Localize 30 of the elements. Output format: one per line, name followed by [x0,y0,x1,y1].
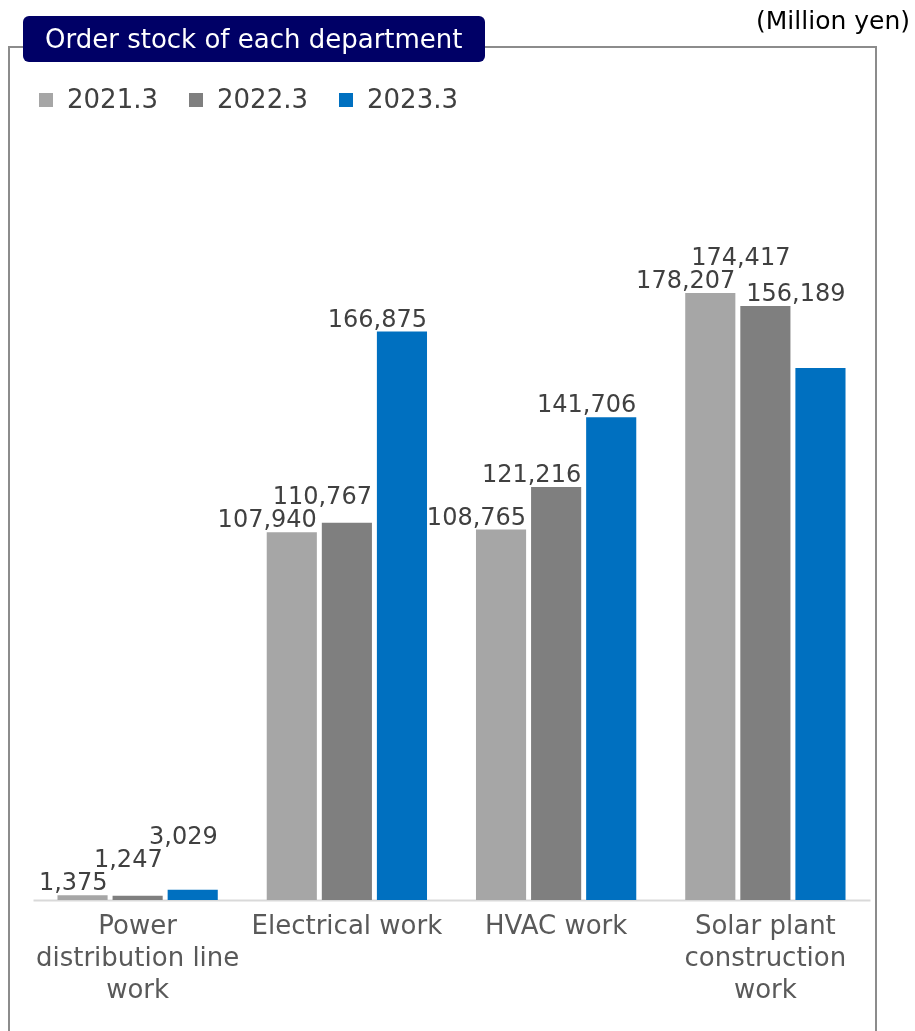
bar [321,522,372,900]
title-box: Order stock of each department [23,16,485,62]
x-tick-label: Electrical work [251,909,443,940]
bar [57,895,108,900]
legend-label: 2022.3 [217,84,308,114]
bar [475,529,527,900]
data-label: 1,375 [38,868,108,897]
data-label: 3,029 [149,821,218,850]
bar [586,417,637,900]
x-tick-label: Power distribution line work [35,909,240,1004]
data-label: 107,940 [217,505,317,534]
legend-label: 2021.3 [67,84,158,114]
bar [795,368,846,900]
data-label: 166,875 [327,304,428,333]
data-label: 108,765 [426,502,527,531]
text: (Million yen) [756,6,910,36]
x-tick-label: Solar plant construction work [684,909,847,1004]
bar [376,331,428,900]
x-tick-label: HVAC work [484,909,628,940]
bar [112,895,163,900]
data-label: 156,189 [746,278,846,307]
bar [531,487,582,900]
legend-label: 2023.3 [367,84,458,114]
data-label: 141,706 [537,390,637,419]
bar [740,305,791,900]
chart-title: Order stock of each department [45,24,463,54]
data-label: 121,216 [481,460,582,489]
bar [266,532,317,900]
bar [167,889,218,900]
bar [685,293,736,900]
